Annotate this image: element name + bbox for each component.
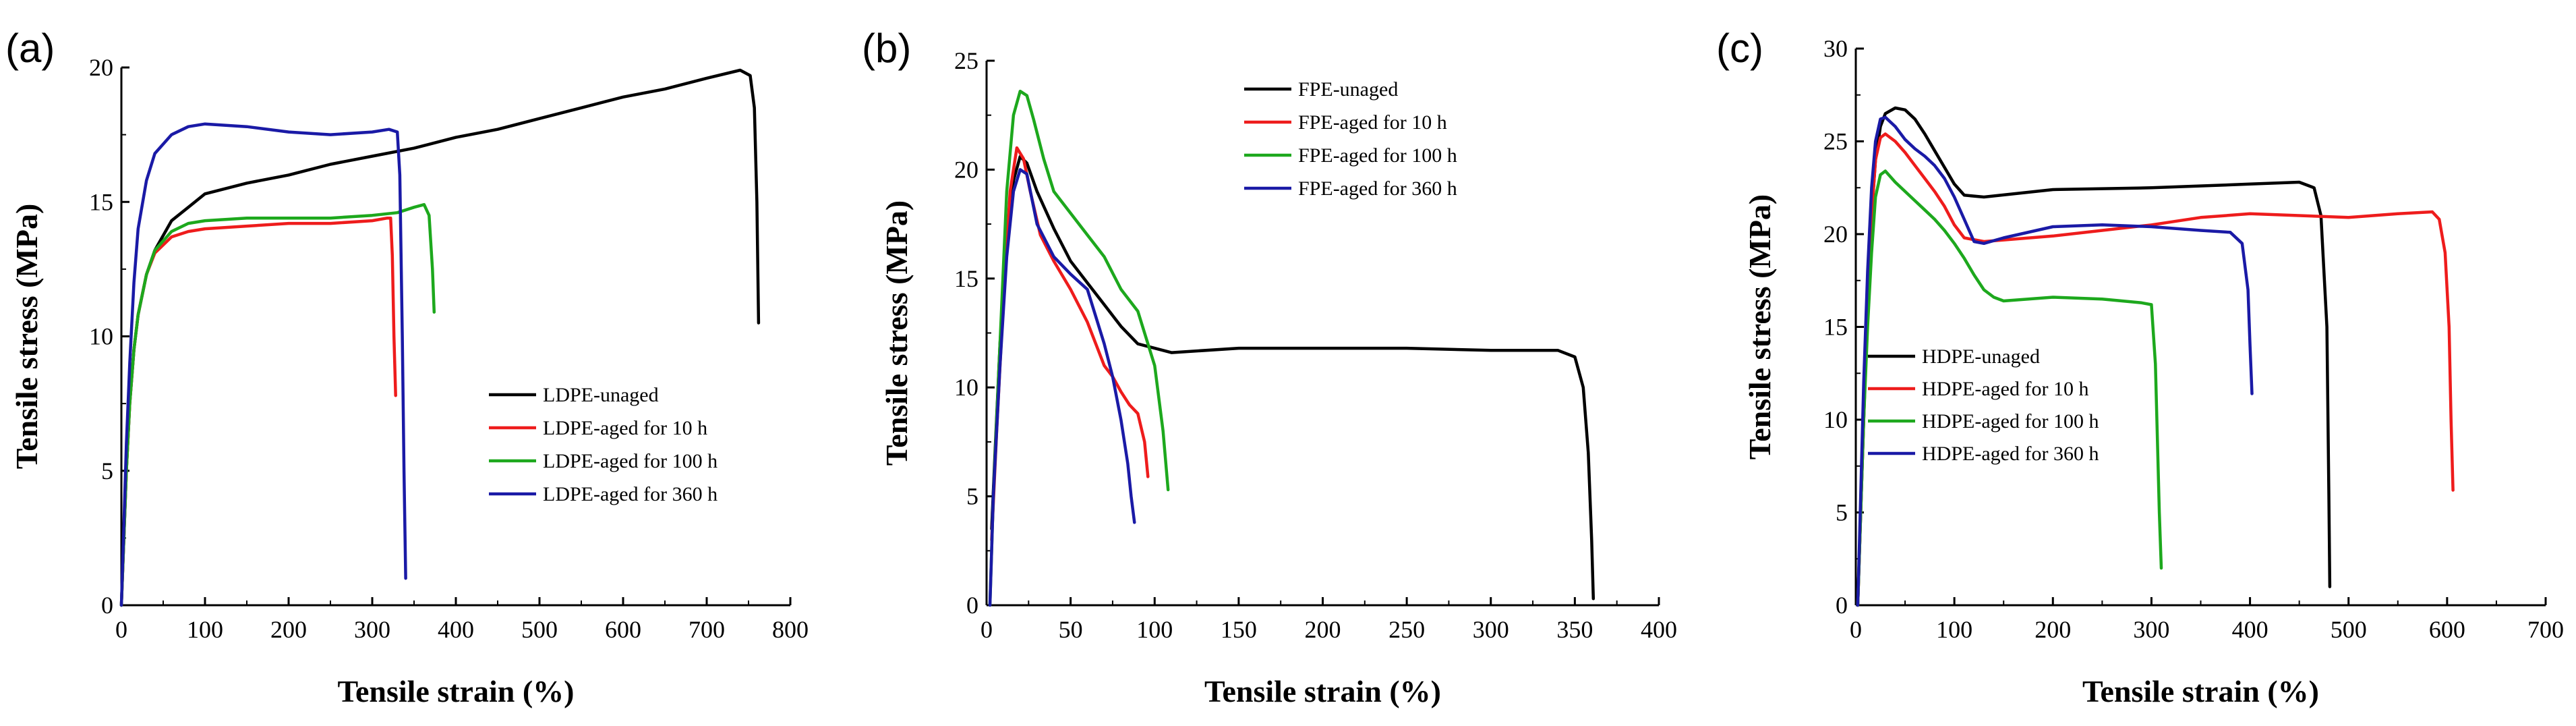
x-tick-label: 300 (354, 616, 390, 643)
x-tick-label: 100 (1136, 616, 1173, 643)
x-tick-label: 200 (270, 616, 307, 643)
y-tick-label: 20 (89, 54, 113, 81)
series-line (1856, 132, 2455, 607)
x-tick-label: 150 (1221, 616, 1257, 643)
series-line (1856, 169, 2163, 607)
x-axis-title: Tensile strain (%) (2082, 674, 2319, 708)
x-tick-label: 200 (2035, 616, 2071, 643)
x-tick-label: 250 (1388, 616, 1425, 643)
y-tick-label: 20 (1823, 221, 1848, 248)
x-tick-label: 600 (2429, 616, 2465, 643)
series-line (1856, 115, 2254, 607)
x-tick-label: 700 (2527, 616, 2564, 643)
series-line (988, 89, 1170, 607)
panel-label: (c) (1716, 26, 1763, 71)
x-tick-label: 200 (1305, 616, 1341, 643)
panel-label: (b) (862, 26, 911, 71)
chart-panel-3: (c) 0 100 200 300 400 500 600 700 0 5 10 15 20 25 30 Ten… (1716, 26, 2564, 708)
x-tick-label: 400 (438, 616, 474, 643)
series-line (119, 122, 407, 607)
x-tick-label: 800 (772, 616, 809, 643)
y-tick-label: 5 (966, 483, 978, 510)
y-tick-label: 15 (954, 265, 978, 292)
legend-label: LDPE-aged for 100 h (543, 450, 718, 472)
y-axis-title: Tensile stress (MPa) (9, 204, 44, 470)
y-tick-label: 0 (101, 592, 113, 619)
y-tick-label: 25 (954, 47, 978, 74)
y-tick-label: 15 (89, 188, 113, 215)
x-tick-label: 600 (605, 616, 641, 643)
x-tick-label: 500 (521, 616, 558, 643)
y-tick-label: 30 (1823, 35, 1848, 62)
x-tick-label: 50 (1059, 616, 1083, 643)
y-tick-label: 5 (1836, 499, 1848, 526)
x-tick-label: 300 (2133, 616, 2169, 643)
x-tick-label: 0 (1850, 616, 1862, 643)
legend-label: LDPE-unaged (543, 384, 659, 406)
x-tick-label: 300 (1473, 616, 1509, 643)
legend-label: HDPE-unaged (1922, 345, 2040, 368)
legend-label: LDPE-aged for 10 h (543, 417, 707, 439)
y-tick-label: 10 (954, 374, 978, 401)
series-line (988, 168, 1136, 607)
y-axis-title: Tensile stress (MPa) (1743, 194, 1777, 460)
series-line (119, 68, 761, 607)
series-line (990, 146, 1150, 542)
y-tick-label: 5 (101, 457, 113, 484)
x-tick-label: 0 (115, 616, 127, 643)
x-tick-label: 400 (2232, 616, 2268, 643)
legend-label: HDPE-aged for 360 h (1922, 443, 2099, 465)
y-tick-label: 0 (1836, 592, 1848, 619)
legend-label: FPE-unaged (1298, 78, 1398, 101)
x-tick-label: 350 (1556, 616, 1593, 643)
x-tick-label: 100 (1936, 616, 1972, 643)
legend-label: LDPE-aged for 360 h (543, 483, 718, 505)
y-tick-label: 15 (1823, 314, 1848, 341)
legend-label: HDPE-aged for 100 h (1922, 410, 2099, 432)
x-tick-label: 400 (1641, 616, 1677, 643)
x-tick-label: 700 (689, 616, 725, 643)
y-tick-label: 0 (966, 592, 978, 619)
legend-label: HDPE-aged for 10 h (1922, 378, 2088, 400)
y-tick-label: 10 (1823, 406, 1848, 433)
x-tick-label: 100 (187, 616, 223, 643)
series-line (990, 155, 1596, 601)
series-line (119, 202, 436, 607)
chart-panel-2: (b) 0 50 100 150 200 250 300 350 400 0 5 10 15 20 25 Ten… (862, 26, 1677, 708)
legend-label: FPE-aged for 10 h (1298, 111, 1447, 134)
legend-label: FPE-aged for 360 h (1298, 177, 1457, 200)
x-tick-label: 0 (980, 616, 993, 643)
y-tick-label: 25 (1823, 128, 1848, 155)
y-tick-label: 20 (954, 156, 978, 183)
legend-label: FPE-aged for 100 h (1298, 144, 1457, 167)
y-axis-title: Tensile stress (MPa) (879, 200, 914, 466)
x-axis-title: Tensile strain (%) (338, 674, 575, 708)
x-axis-title: Tensile strain (%) (1204, 674, 1441, 708)
x-tick-label: 500 (2331, 616, 2367, 643)
panel-label: (a) (5, 26, 55, 71)
series-line (119, 216, 397, 607)
chart-panel-1: (a) 0 100 200 300 400 500 600 700 800 0 5 10 15 20 Tens… (5, 26, 809, 708)
y-tick-label: 10 (89, 323, 113, 350)
